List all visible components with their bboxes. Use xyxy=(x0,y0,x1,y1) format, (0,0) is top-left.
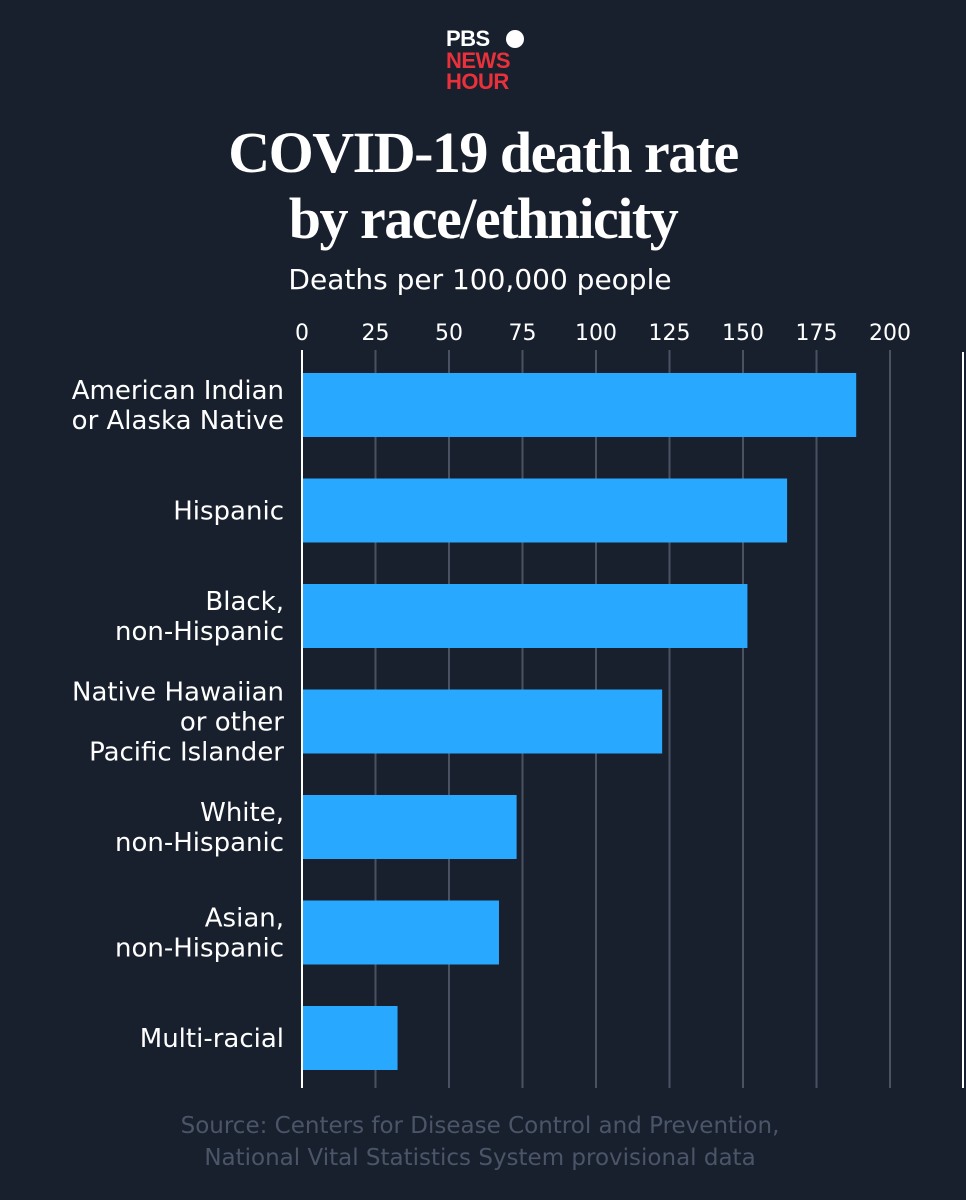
pbs-newshour-logo: PBS NEWS HOUR xyxy=(446,26,526,94)
source-note: Source: Centers for Disease Control and … xyxy=(0,1110,960,1174)
x-tick-label-75: 75 xyxy=(509,321,537,346)
category-labels: American Indian or Alaska Native Hispanic B… xyxy=(72,376,285,1054)
x-tick-label-125: 125 xyxy=(649,321,691,346)
logo-hour: HOUR xyxy=(446,69,509,94)
pbs-head-icon xyxy=(506,30,524,48)
source-line-2: National Vital Statistics System provisi… xyxy=(204,1145,756,1171)
category-label-3: Native Hawaiian or other Pacific Islander xyxy=(72,678,284,768)
chart-title-line-1: COVID-19 death rate xyxy=(228,120,739,185)
category-label-1: Hispanic xyxy=(173,497,284,527)
chart-subtitle: Deaths per 100,000 people xyxy=(288,263,672,296)
category-label-2: Black, non-Hispanic xyxy=(115,587,284,647)
category-label-6: Multi-racial xyxy=(140,1024,284,1054)
bar-1 xyxy=(302,478,788,543)
chart-title: COVID-19 death rate by race/ethnicity xyxy=(0,120,966,252)
bars xyxy=(302,373,857,1070)
category-label-4: White, non-Hispanic xyxy=(115,798,284,858)
x-tick-label-0: 0 xyxy=(295,321,309,346)
bar-5 xyxy=(302,900,499,965)
bar-chart: 0 25 50 75 100 125 150 175 200 American Indian or… xyxy=(72,321,911,1088)
source-line-1: Source: Centers for Disease Control and … xyxy=(180,1113,780,1139)
bar-4 xyxy=(302,795,517,859)
category-label-0: American Indian or Alaska Native xyxy=(72,376,284,436)
x-tick-label-150: 150 xyxy=(722,321,764,346)
x-tick-label-200: 200 xyxy=(869,321,911,346)
x-tick-label-25: 25 xyxy=(362,321,390,346)
category-label-5: Asian, non-Hispanic xyxy=(115,904,284,964)
x-tick-label-175: 175 xyxy=(796,321,838,346)
logo-pbs: PBS xyxy=(446,26,490,51)
x-axis-ticks: 0 25 50 75 100 125 150 175 200 xyxy=(295,321,911,346)
x-tick-label-100: 100 xyxy=(575,321,617,346)
bar-6 xyxy=(302,1006,398,1070)
logo-news: NEWS xyxy=(446,48,511,73)
chart-title-line-2: by race/ethnicity xyxy=(288,186,679,251)
x-tick-label-50: 50 xyxy=(435,321,463,346)
bar-0 xyxy=(302,373,857,437)
bar-3 xyxy=(302,689,663,754)
right-edge-rule xyxy=(962,352,964,1088)
bar-2 xyxy=(302,584,748,648)
